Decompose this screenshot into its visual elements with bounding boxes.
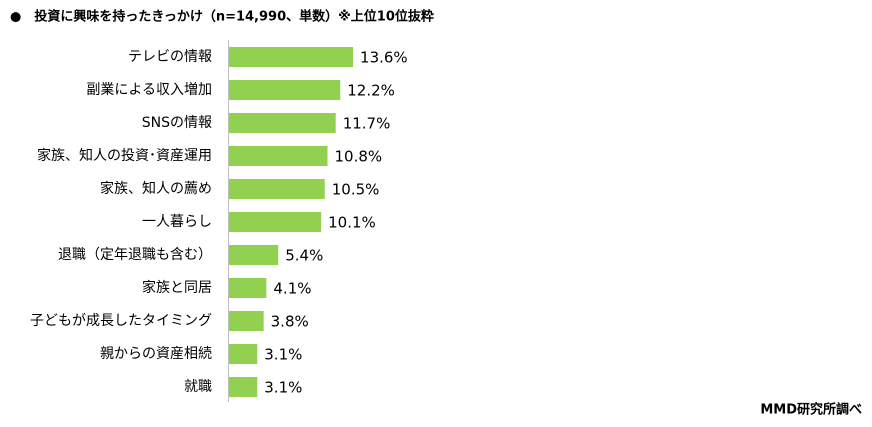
chart-title: ● 投資に興味を持ったきっかけ（n=14,990、単数）※上位10位抜粋 [10,9,434,25]
bar [229,179,325,199]
value-label: 11.7% [343,115,391,133]
category-label: 家族、知人の投資･資産運用 [37,147,212,164]
bar [229,344,258,364]
value-label: 4.1% [273,280,311,298]
bar [229,377,258,397]
value-label: 10.1% [328,214,376,232]
source: MMD研究所調べ [760,402,862,418]
bar [229,146,328,166]
bar [229,311,264,331]
value-label: 13.6% [360,49,408,67]
bar [229,212,322,232]
category-label: 一人暮らし [142,214,212,230]
value-label: 5.4% [285,247,323,265]
category-label: 家族、知人の薦め [100,180,212,197]
value-label: 3.1% [264,379,302,397]
bar [229,113,336,133]
category-label: 親からの資産相続 [100,345,212,362]
category-label: 退職（定年退職も含む） [58,247,212,263]
bar [229,47,354,67]
bar [229,80,341,100]
category-label: 家族と同居 [142,279,212,296]
value-label: 3.1% [264,346,302,364]
value-label: 10.5% [332,181,380,199]
category-label: SNSの情報 [142,115,212,131]
value-label: 10.8% [334,148,382,166]
category-label: 子どもが成長したタイミング [30,313,212,329]
category-label: テレビの情報 [128,49,212,65]
bar [229,278,267,298]
value-label: 12.2% [347,82,395,100]
bar [229,245,279,265]
category-label: 副業による収入増加 [86,82,212,98]
value-label: 3.8% [271,313,309,331]
category-label: 就職 [184,379,212,395]
